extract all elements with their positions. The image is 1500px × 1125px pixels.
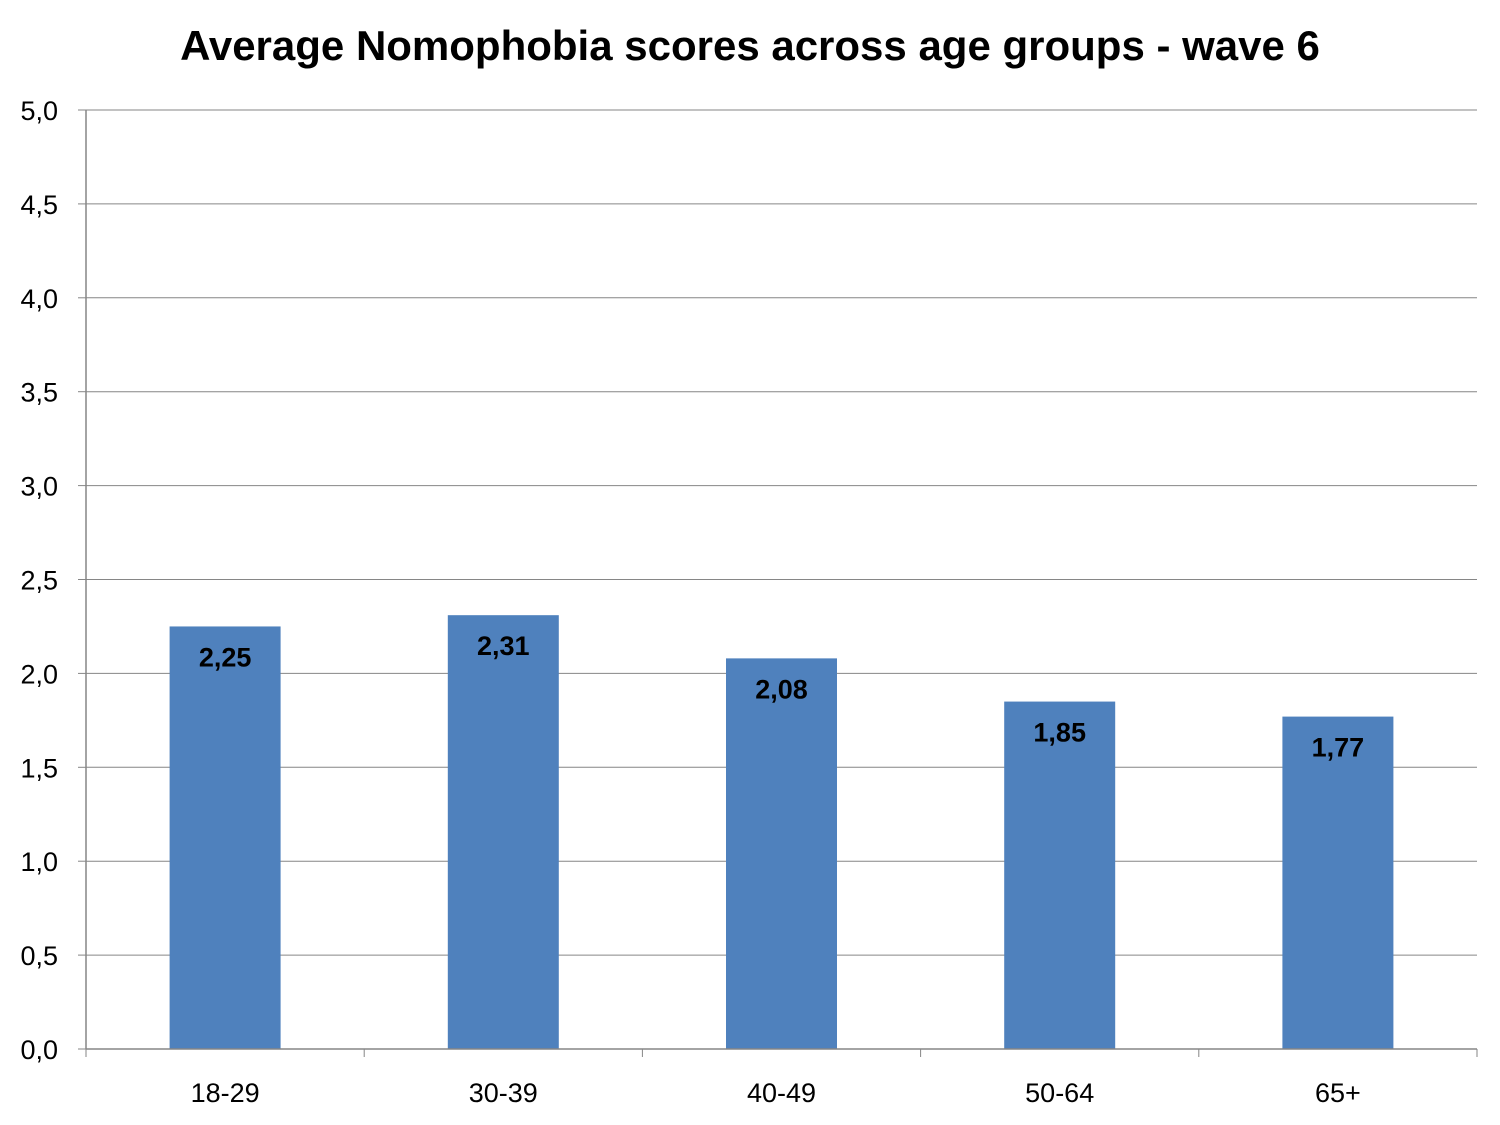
chart-title: Average Nomophobia scores across age gro… (180, 22, 1320, 69)
y-tick-label: 3,5 (20, 378, 58, 408)
x-tick-label: 18-29 (191, 1078, 260, 1108)
bar (1004, 701, 1116, 1049)
y-tick-label: 3,0 (20, 472, 58, 502)
y-tick-label: 2,0 (20, 659, 58, 689)
x-axis-tick-labels: 18-29 30-39 40-49 50-64 65+ (191, 1078, 1361, 1108)
y-tick-label: 5,0 (20, 96, 58, 126)
data-label: 2,25 (199, 642, 252, 672)
y-tick-label: 4,0 (20, 284, 58, 314)
x-tick-label: 40-49 (747, 1078, 816, 1108)
data-label: 2,08 (755, 674, 808, 704)
data-label: 1,85 (1033, 718, 1086, 748)
bar (1282, 716, 1394, 1049)
y-tick-label: 2,5 (20, 566, 58, 596)
x-tick-label: 65+ (1315, 1078, 1361, 1108)
bar (169, 626, 281, 1049)
data-label: 1,77 (1312, 733, 1365, 763)
y-tick-label: 1,5 (20, 753, 58, 783)
bars (169, 615, 1394, 1049)
bar (447, 615, 559, 1049)
axes (85, 110, 1478, 1057)
x-tick-label: 30-39 (469, 1078, 538, 1108)
data-label: 2,31 (477, 631, 530, 661)
data-labels: 2,25 2,31 2,08 1,85 1,77 (199, 631, 1364, 762)
y-tick-label: 0,5 (20, 941, 58, 971)
y-axis-tick-labels: 0,0 0,5 1,0 1,5 2,0 2,5 3,0 3,5 4,0 4,5 5,0 (20, 96, 86, 1065)
x-tick-label: 50-64 (1025, 1078, 1094, 1108)
y-tick-label: 0,0 (20, 1035, 58, 1065)
y-tick-label: 4,5 (20, 190, 58, 220)
y-tick-label: 1,0 (20, 847, 58, 877)
bar (726, 658, 837, 1049)
